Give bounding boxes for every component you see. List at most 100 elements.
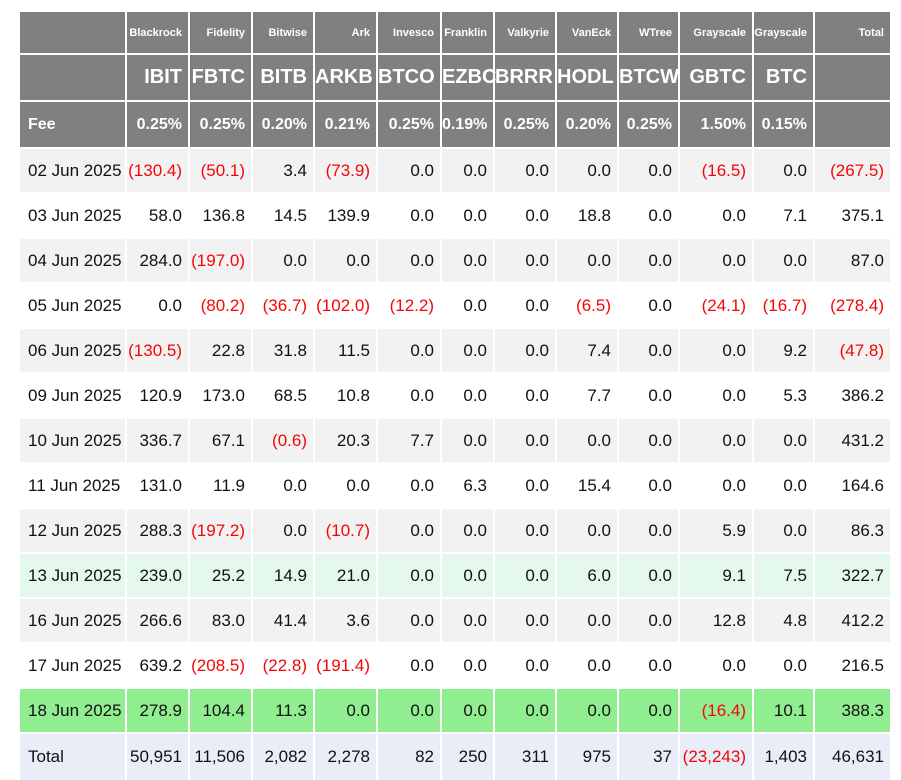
value-cell: (130.4) xyxy=(125,147,190,194)
value-cell: 0.0 xyxy=(493,327,557,374)
value-cell: (6.5) xyxy=(555,282,619,329)
value-cell: (80.2) xyxy=(188,282,253,329)
fee-cell: 0.19% xyxy=(440,100,495,149)
value-cell: 0.0 xyxy=(493,597,557,644)
table-row: 17 Jun 2025 639.2 (208.5) (22.8) (191.4) 0.0 0… xyxy=(18,642,892,689)
value-cell: 0.0 xyxy=(376,462,442,509)
value-cell: 0.0 xyxy=(440,192,495,239)
value-cell: 0.0 xyxy=(555,642,619,689)
value-cell: 0.0 xyxy=(752,462,815,509)
date-cell: 10 Jun 2025 xyxy=(18,417,127,464)
value-cell: 0.0 xyxy=(376,552,442,599)
value-cell: 131.0 xyxy=(125,462,190,509)
ticker-header: EZBC xyxy=(440,53,496,102)
company-header: Grayscale xyxy=(678,10,754,55)
value-cell: 0.0 xyxy=(555,237,619,284)
value-cell: 0.0 xyxy=(617,642,680,689)
value-cell: 0.0 xyxy=(313,462,378,509)
fee-cell: 0.25% xyxy=(493,100,557,149)
value-cell: 0.0 xyxy=(440,237,495,284)
value-cell: 0.0 xyxy=(752,417,815,464)
date-cell: 12 Jun 2025 xyxy=(18,507,127,554)
value-cell: 431.2 xyxy=(813,417,892,464)
value-cell: 68.5 xyxy=(251,372,315,419)
value-cell: 0.0 xyxy=(617,237,680,284)
value-cell: 12.8 xyxy=(678,597,754,644)
value-cell: 7.1 xyxy=(752,192,815,239)
date-cell: 16 Jun 2025 xyxy=(18,597,127,644)
fee-cell: 0.20% xyxy=(251,100,315,149)
value-cell: (197.0) xyxy=(188,237,253,284)
ticker-header: HODL xyxy=(555,53,619,102)
value-cell: 0.0 xyxy=(617,507,680,554)
value-cell: 5.3 xyxy=(752,372,815,419)
fee-cell: 0.25% xyxy=(376,100,442,149)
value-cell: 0.0 xyxy=(617,192,680,239)
value-cell: 18.8 xyxy=(555,192,619,239)
date-cell: 04 Jun 2025 xyxy=(18,237,127,284)
value-cell: (16.5) xyxy=(678,147,754,194)
value-cell: 0.0 xyxy=(493,237,557,284)
value-cell: (197.2) xyxy=(188,507,253,554)
company-header: Ark xyxy=(313,10,378,55)
date-cell: 06 Jun 2025 xyxy=(18,327,127,374)
total-header-spacer xyxy=(813,53,892,102)
date-cell: 03 Jun 2025 xyxy=(18,192,127,239)
value-cell: 0.0 xyxy=(313,687,378,734)
value-cell: 375.1 xyxy=(813,192,892,239)
value-cell: (24.1) xyxy=(678,282,754,329)
value-cell: 0.0 xyxy=(678,372,754,419)
company-header: WTree xyxy=(617,10,680,55)
total-row: Total 50,951 11,506 2,082 2,278 82 250 311 975 37… xyxy=(18,732,892,780)
value-cell: 0.0 xyxy=(376,507,442,554)
value-cell: 67.1 xyxy=(188,417,253,464)
value-cell: 0.0 xyxy=(555,417,619,464)
value-cell: 0.0 xyxy=(493,372,557,419)
value-cell: 0.0 xyxy=(555,507,619,554)
value-cell: 0.0 xyxy=(313,237,378,284)
value-cell: 58.0 xyxy=(125,192,190,239)
value-cell: (16.4) xyxy=(678,687,754,734)
value-cell: 87.0 xyxy=(813,237,892,284)
value-cell: 83.0 xyxy=(188,597,253,644)
value-cell: (47.8) xyxy=(813,327,892,374)
company-header: Invesco xyxy=(376,10,442,55)
header-row-companies: Blackrock Fidelity Bitwise Ark Invesco Frankl… xyxy=(18,10,892,55)
value-cell: 639.2 xyxy=(125,642,190,689)
value-cell: (208.5) xyxy=(188,642,253,689)
value-cell: (73.9) xyxy=(313,147,378,194)
value-cell: 0.0 xyxy=(678,237,754,284)
value-cell: 173.0 xyxy=(188,372,253,419)
table-row: 03 Jun 2025 58.0 136.8 14.5 139.9 0.0 0.0 0.0 18… xyxy=(18,192,892,239)
value-cell: 0.0 xyxy=(617,552,680,599)
value-cell: 11.3 xyxy=(251,687,315,734)
value-cell: 239.0 xyxy=(125,552,190,599)
value-cell: 0.0 xyxy=(678,417,754,464)
value-cell: 0.0 xyxy=(493,192,557,239)
ticker-header: ARKB xyxy=(313,53,378,102)
value-cell: 0.0 xyxy=(752,147,815,194)
value-cell: 0.0 xyxy=(752,237,815,284)
value-cell: 284.0 xyxy=(125,237,190,284)
table-row: 16 Jun 2025 266.6 83.0 41.4 3.6 0.0 0.0 0.0 0.0 0… xyxy=(18,597,892,644)
value-cell: 6.0 xyxy=(555,552,619,599)
value-cell: 21.0 xyxy=(313,552,378,599)
ticker-header: BTCO xyxy=(376,53,442,102)
header-row-tickers: IBIT FBTC BITB ARKB BTCO EZBC BRRR HODL BTCW GBTC… xyxy=(18,53,892,102)
total-row-label: Total xyxy=(18,732,127,780)
value-cell: 139.9 xyxy=(313,192,378,239)
value-cell: 0.0 xyxy=(493,507,557,554)
value-cell: 86.3 xyxy=(813,507,892,554)
value-cell: 0.0 xyxy=(251,237,315,284)
value-cell: (36.7) xyxy=(251,282,315,329)
value-cell: 0.0 xyxy=(376,687,442,734)
value-cell: 0.0 xyxy=(376,147,442,194)
value-cell: 136.8 xyxy=(188,192,253,239)
value-cell: 164.6 xyxy=(813,462,892,509)
ticker-header: BTC xyxy=(752,53,815,102)
value-cell: 0.0 xyxy=(493,462,557,509)
company-header: Bitwise xyxy=(251,10,315,55)
value-cell: 0.0 xyxy=(493,552,557,599)
value-cell: 412.2 xyxy=(813,597,892,644)
date-cell: 02 Jun 2025 xyxy=(18,147,127,194)
